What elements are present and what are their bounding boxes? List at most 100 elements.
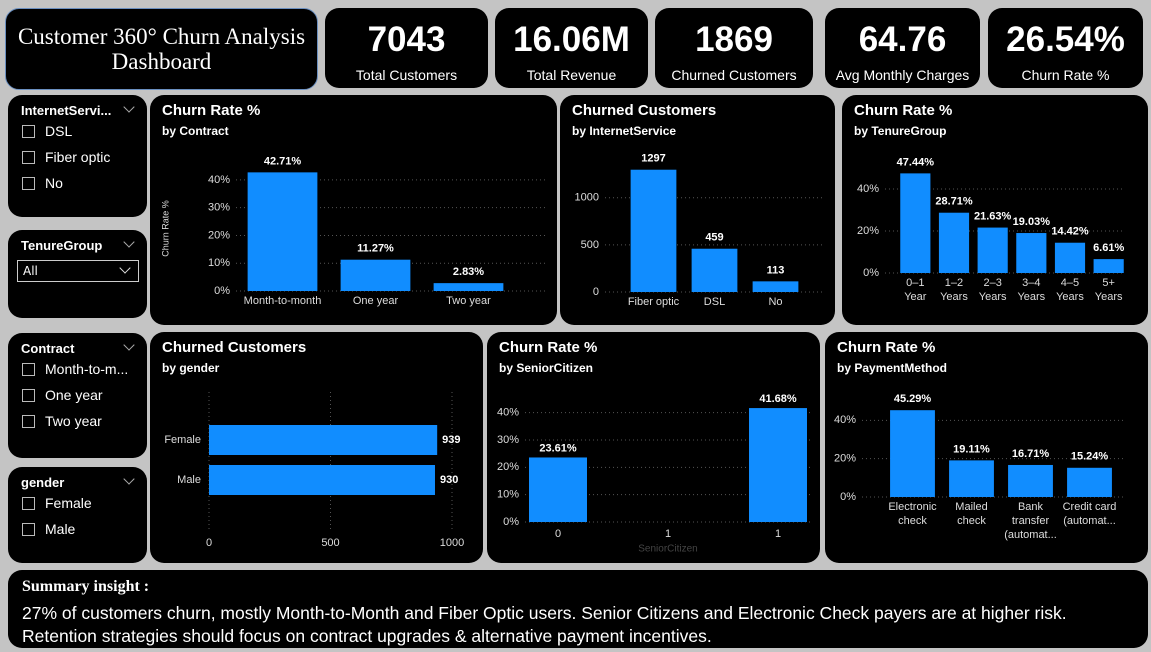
chart-svg: 0 500 1000 Female 939 Male 930 — [164, 392, 464, 549]
chart-subtitle: by PaymentMethod — [837, 361, 948, 375]
chart-svg: 0% 20% 40% 47.44% 28.71%21.63% 19.03%14.42% 6.… — [857, 156, 1125, 279]
y-tick-label: 500 — [581, 239, 599, 251]
dropdown[interactable]: All — [17, 260, 139, 282]
x-tick-label: 2–3 Years — [978, 277, 1007, 303]
checkbox[interactable] — [22, 496, 35, 510]
bar — [749, 408, 807, 522]
chart-panel: 0% 20% 40% 47.44% 28.71% 21.63% 19.03% 14.42% 6.… — [842, 95, 1148, 325]
slicer: TenureGroup All — [8, 230, 147, 318]
slicer-item[interactable]: Fiber optic — [22, 149, 110, 165]
kpi-card: 1869 Churned Customers — [655, 8, 813, 88]
chart-title: Churn Rate % — [837, 339, 936, 356]
x-tick-label: DSL — [703, 296, 726, 308]
value-label: 42.71% — [264, 155, 302, 167]
bar — [949, 460, 994, 497]
bar — [630, 169, 677, 292]
x-tick-label: Fiber optic — [627, 296, 680, 308]
y-tick-label: Female — [164, 434, 201, 446]
kpi-label: Churned Customers — [671, 67, 797, 83]
chart-subtitle: by gender — [162, 361, 220, 375]
value-label: 15.24% — [1071, 451, 1109, 463]
y-tick-label: 0% — [840, 491, 856, 503]
kpi-label: Avg Monthly Charges — [835, 67, 970, 83]
bar — [900, 173, 931, 273]
slicer-item-label: Female — [45, 495, 92, 511]
x-tick-label: Electronic check — [888, 501, 937, 527]
bar — [691, 248, 738, 292]
slicer-title: InternetServi... — [21, 103, 112, 118]
x-tick-label: 1–2 Years — [940, 277, 968, 303]
y-tick-label: 0 — [593, 286, 599, 298]
slicer-title: Contract — [21, 341, 75, 356]
slicer-item-label: No — [45, 175, 63, 191]
y-tick-label: 30% — [497, 434, 519, 446]
y-tick-label: 0% — [503, 516, 519, 528]
dropdown-chevron — [119, 262, 131, 274]
checkbox[interactable] — [22, 176, 35, 190]
value-label: 23.61% — [539, 442, 577, 454]
checkbox[interactable] — [22, 124, 35, 138]
kpi-card: 26.54% Churn Rate % — [988, 8, 1143, 88]
chart-title: Churn Rate % — [162, 102, 261, 119]
slicer-item-label: Male — [45, 521, 76, 537]
x-tick-label: Bank transfer (automat... — [1004, 501, 1057, 541]
chart-svg: 0 500 1000 1297 459 113 — [575, 153, 825, 298]
kpi-value: 16.06M — [513, 20, 630, 59]
slicer-item[interactable]: One year — [22, 387, 103, 403]
x-tick-label: Two year — [446, 295, 491, 307]
slicer-item[interactable]: DSL — [22, 123, 72, 139]
slicer-item[interactable]: Female — [22, 495, 92, 511]
checkbox[interactable] — [22, 522, 35, 536]
checkbox[interactable] — [22, 388, 35, 402]
bar — [1093, 259, 1124, 273]
checkbox[interactable] — [22, 414, 35, 428]
y-axis-label: Churn Rate % — [160, 200, 170, 257]
x-tick-label: 0 — [206, 537, 212, 549]
chart-title: Churn Rate % — [854, 102, 953, 119]
bar — [752, 281, 799, 292]
y-tick-label: 1000 — [575, 192, 599, 204]
chart-panel: 0% 20% 40% 45.29% 19.11% 16.71% 15.24% Churn Ra… — [825, 332, 1148, 563]
slicer-item[interactable]: No — [22, 175, 63, 191]
x-tick-label: 3–4 Years — [1017, 277, 1046, 303]
slicer-item-label: One year — [45, 387, 103, 403]
summary-line: 27% of customers churn, mostly Month-to-… — [22, 603, 1067, 623]
summary-line: Retention strategies should focus on con… — [22, 626, 712, 646]
slicer: gender Female Male — [8, 467, 147, 563]
y-tick-label: 20% — [857, 225, 879, 237]
value-label: 19.03% — [1013, 216, 1051, 228]
slicer-item[interactable]: Male — [22, 521, 75, 537]
kpi-value: 7043 — [367, 20, 446, 59]
x-tick-label: No — [768, 296, 783, 308]
kpi-value: 64.76 — [858, 20, 947, 59]
value-label: 16.71% — [1012, 448, 1050, 460]
title-panel: Customer 360° Churn Analysis Dashboard — [5, 8, 318, 90]
value-label: 1297 — [641, 153, 665, 165]
bar — [209, 425, 438, 455]
slicer-item[interactable]: Two year — [22, 413, 102, 429]
y-tick-label: 40% — [834, 414, 856, 426]
y-tick-label: 0% — [214, 285, 230, 297]
chart-svg: 0% 20% 40% 45.29% 19.11% 16.71% 15.24% — [834, 393, 1125, 503]
slicer-chevron — [123, 236, 135, 248]
y-tick-label: 0% — [863, 267, 879, 279]
checkbox[interactable] — [22, 150, 35, 164]
checkbox[interactable] — [22, 362, 35, 376]
slicer-item[interactable]: Month-to-m... — [22, 361, 128, 377]
slicer: Contract Month-to-m... One year Two year — [8, 333, 147, 458]
value-label: 45.29% — [894, 393, 932, 405]
value-label: 6.61% — [1093, 242, 1124, 254]
x-tick-label: 500 — [321, 537, 339, 549]
bar — [1016, 233, 1047, 273]
y-tick-label: Male — [177, 474, 201, 486]
y-tick-label: 20% — [834, 453, 856, 465]
slicer-item-label: DSL — [45, 123, 73, 139]
chart-svg: 0% 10% 20% 30% 40% 0 1 1 SeniorCitizen 23.61% 41.6… — [497, 393, 811, 555]
value-label: 113 — [767, 264, 785, 276]
chart-svg: 0% 10% 20% 30% 40% Churn Rate % 42.71% 11.27% 2.… — [160, 155, 545, 297]
kpi-value: 26.54% — [1006, 20, 1125, 59]
y-tick-label: 40% — [497, 407, 519, 419]
x-axis-label: SeniorCitizen — [638, 544, 697, 555]
bar — [209, 465, 435, 495]
